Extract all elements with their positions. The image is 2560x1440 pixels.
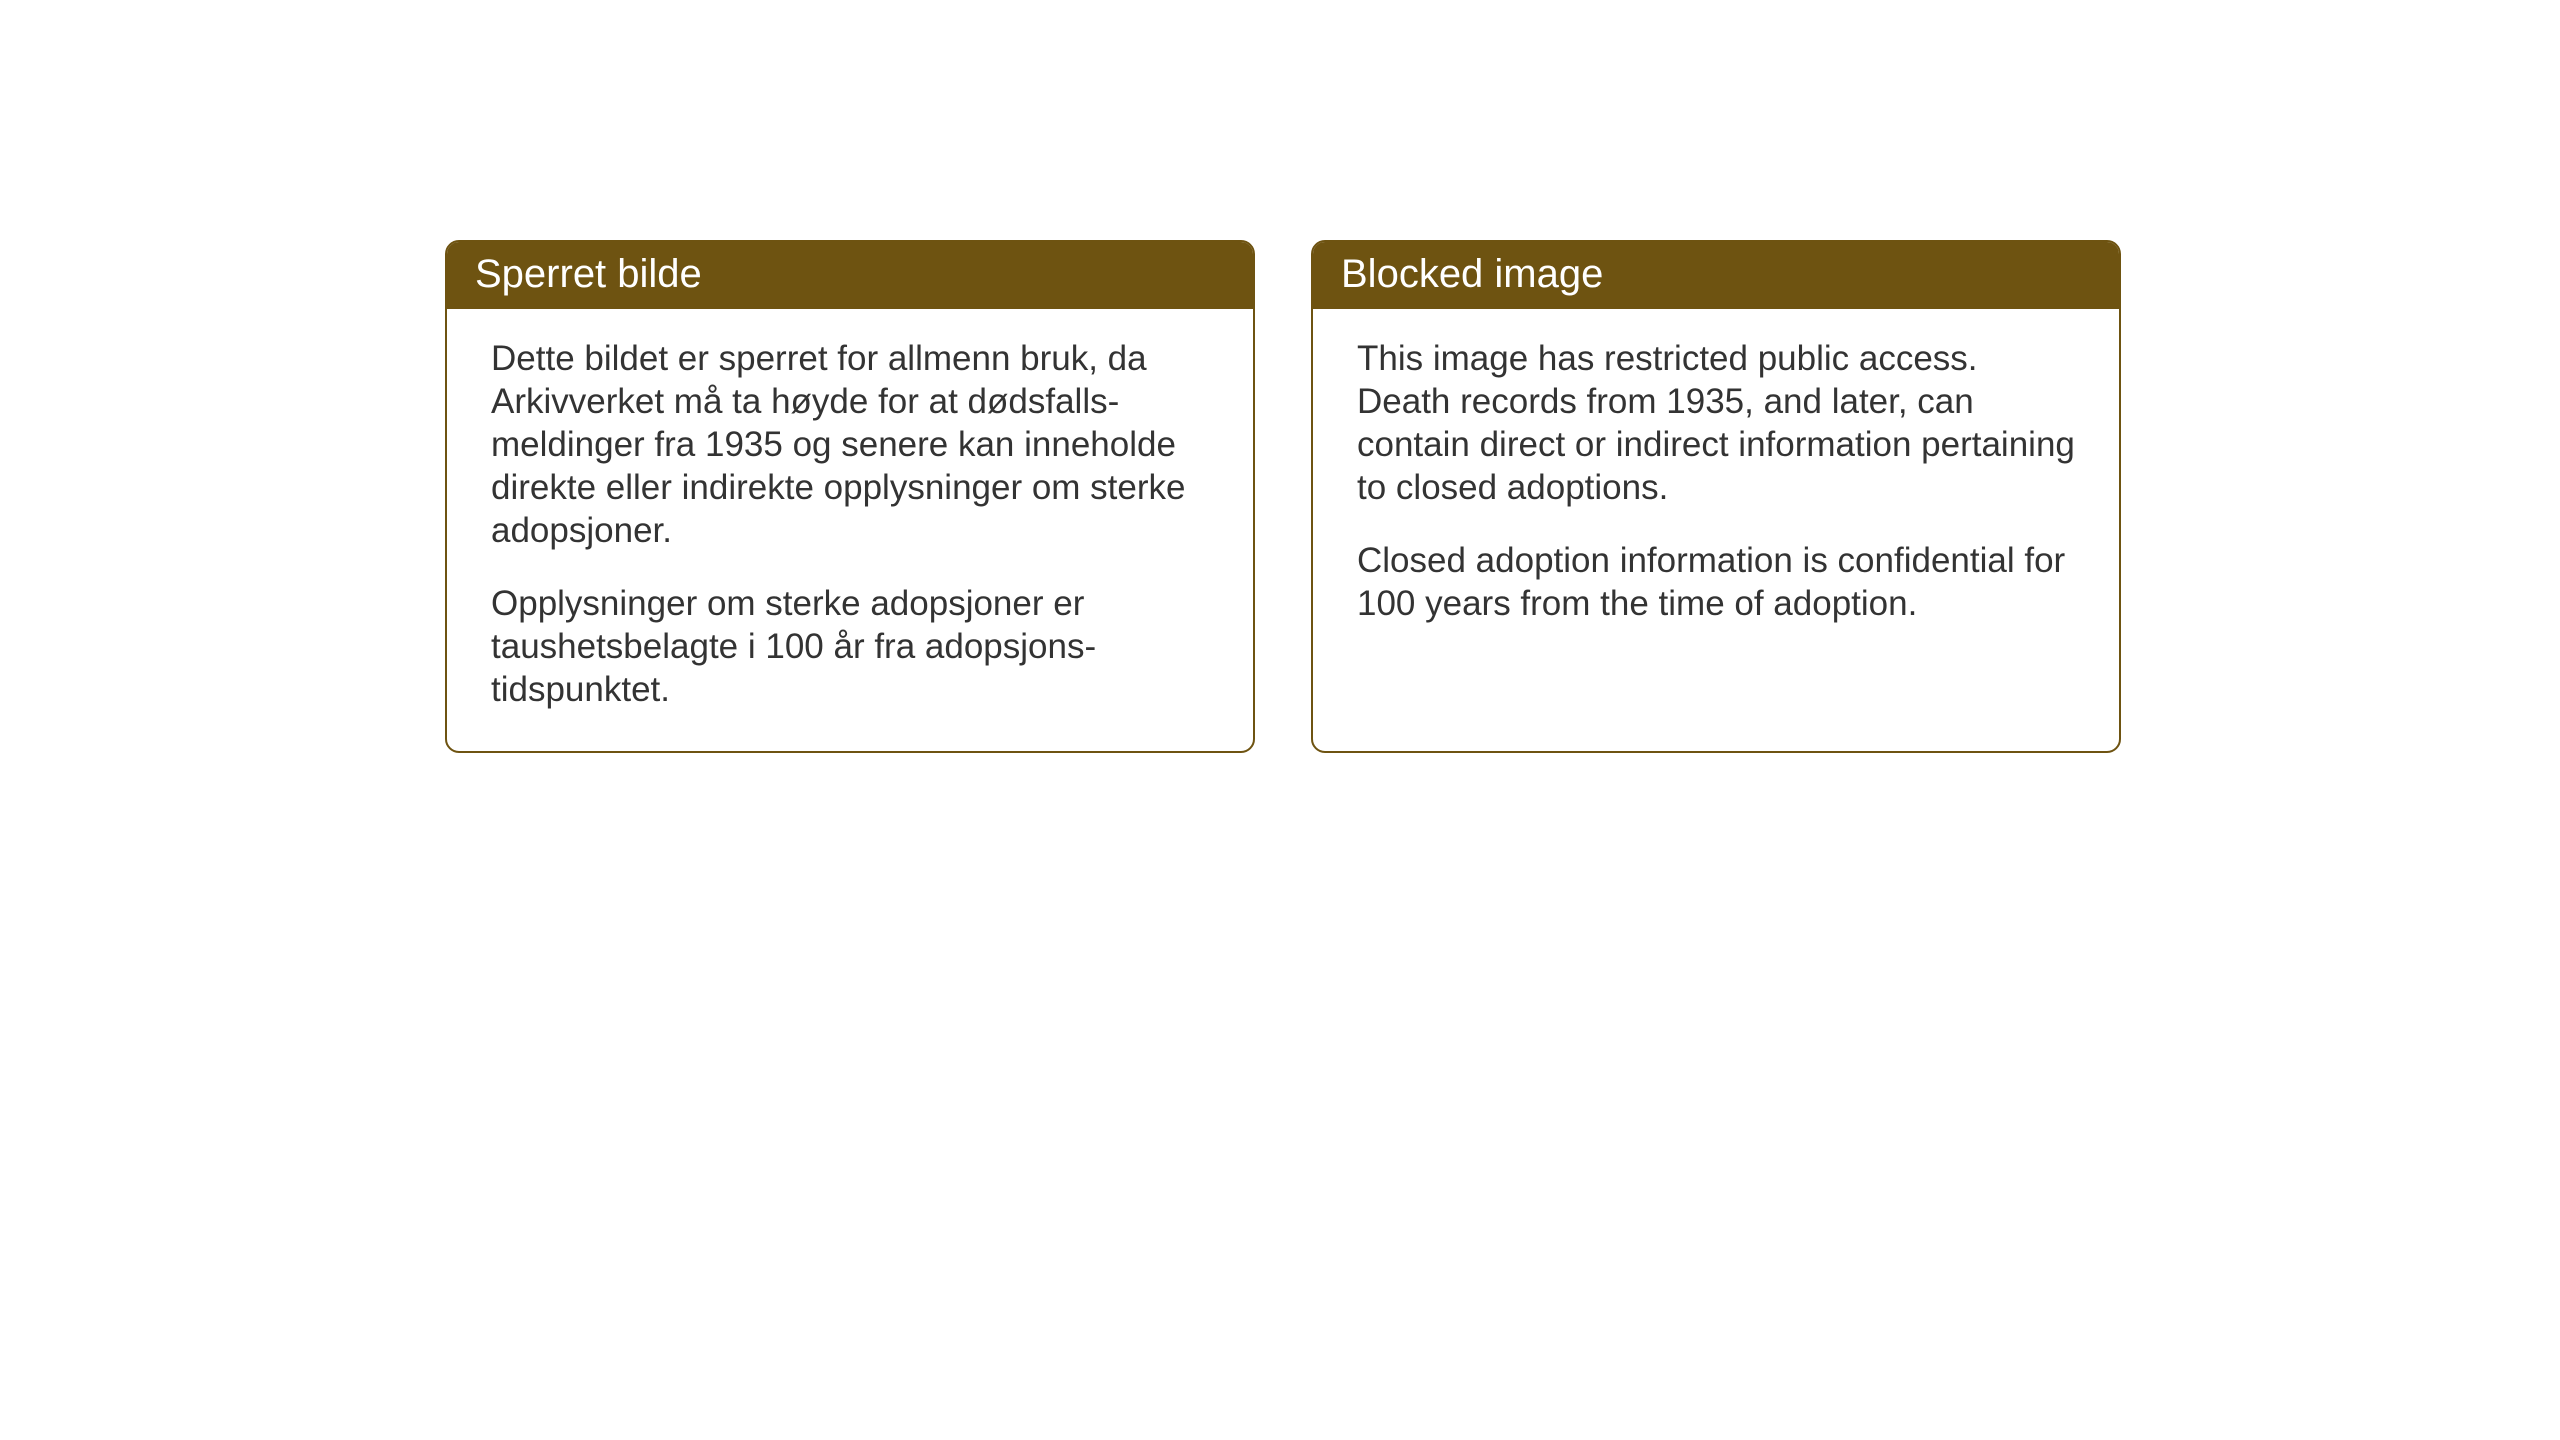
- card-paragraph1-norwegian: Dette bildet er sperret for allmenn bruk…: [491, 337, 1209, 552]
- card-body-english: This image has restricted public access.…: [1313, 309, 2119, 665]
- card-paragraph1-english: This image has restricted public access.…: [1357, 337, 2075, 509]
- card-paragraph2-english: Closed adoption information is confident…: [1357, 539, 2075, 625]
- blocked-image-card-norwegian: Sperret bilde Dette bildet er sperret fo…: [445, 240, 1255, 753]
- card-title-english: Blocked image: [1341, 252, 1603, 296]
- card-body-norwegian: Dette bildet er sperret for allmenn bruk…: [447, 309, 1253, 751]
- card-paragraph2-norwegian: Opplysninger om sterke adopsjoner er tau…: [491, 582, 1209, 711]
- notice-container: Sperret bilde Dette bildet er sperret fo…: [445, 240, 2121, 753]
- card-title-norwegian: Sperret bilde: [475, 252, 702, 296]
- card-header-english: Blocked image: [1313, 242, 2119, 309]
- blocked-image-card-english: Blocked image This image has restricted …: [1311, 240, 2121, 753]
- card-header-norwegian: Sperret bilde: [447, 242, 1253, 309]
